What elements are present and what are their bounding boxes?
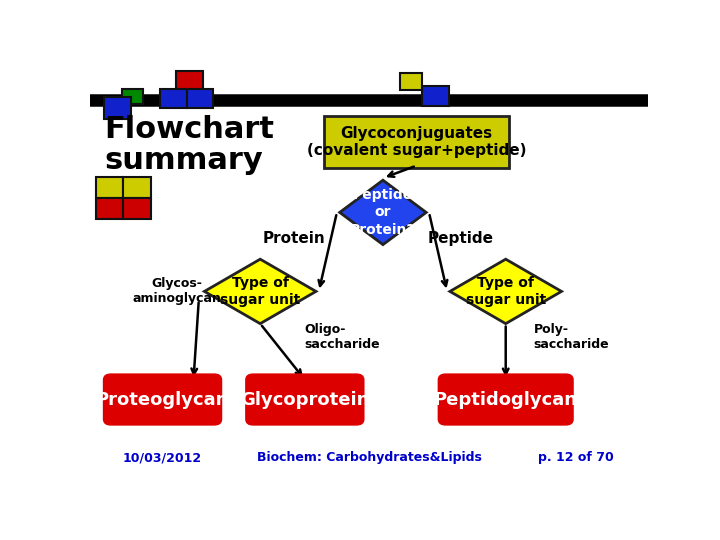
Bar bbox=[186, 89, 213, 109]
Bar bbox=[124, 198, 151, 219]
Text: Type of
sugar unit: Type of sugar unit bbox=[466, 276, 546, 307]
Text: 10/03/2012: 10/03/2012 bbox=[123, 451, 202, 464]
Bar bbox=[104, 97, 131, 119]
Text: Proteoglycan: Proteoglycan bbox=[96, 390, 229, 409]
Text: p. 12 of 70: p. 12 of 70 bbox=[538, 451, 613, 464]
Text: Peptide: Peptide bbox=[428, 231, 494, 246]
Text: Peptidoglycan: Peptidoglycan bbox=[433, 390, 577, 409]
Bar bbox=[160, 89, 186, 109]
Text: Type of
sugar unit: Type of sugar unit bbox=[220, 276, 300, 307]
Bar bbox=[96, 198, 124, 219]
Polygon shape bbox=[450, 259, 562, 323]
Text: Flowchart: Flowchart bbox=[104, 114, 274, 144]
Text: Glycoprotein: Glycoprotein bbox=[240, 390, 369, 409]
Polygon shape bbox=[204, 259, 316, 323]
Text: Biochem: Carbohydrates&Lipids: Biochem: Carbohydrates&Lipids bbox=[256, 451, 482, 464]
Text: Protein: Protein bbox=[262, 231, 325, 246]
Polygon shape bbox=[340, 180, 426, 245]
FancyBboxPatch shape bbox=[324, 116, 508, 168]
Text: summary: summary bbox=[104, 146, 263, 175]
Text: Glycoconjuguates
(covalent sugar+peptide): Glycoconjuguates (covalent sugar+peptide… bbox=[307, 125, 526, 158]
Text: Peptide
or
Protein?: Peptide or Protein? bbox=[350, 188, 415, 237]
Text: Oligo-
saccharide: Oligo- saccharide bbox=[305, 323, 380, 351]
Bar bbox=[124, 177, 151, 198]
Text: Glycos-
aminoglycan: Glycos- aminoglycan bbox=[132, 278, 221, 306]
Bar bbox=[122, 89, 143, 104]
Bar bbox=[400, 73, 422, 90]
Bar bbox=[96, 177, 124, 198]
Bar bbox=[176, 71, 203, 93]
FancyBboxPatch shape bbox=[246, 375, 363, 424]
FancyBboxPatch shape bbox=[439, 375, 572, 424]
Text: Poly-
saccharide: Poly- saccharide bbox=[534, 323, 609, 351]
Bar bbox=[422, 86, 449, 106]
FancyBboxPatch shape bbox=[104, 375, 221, 424]
